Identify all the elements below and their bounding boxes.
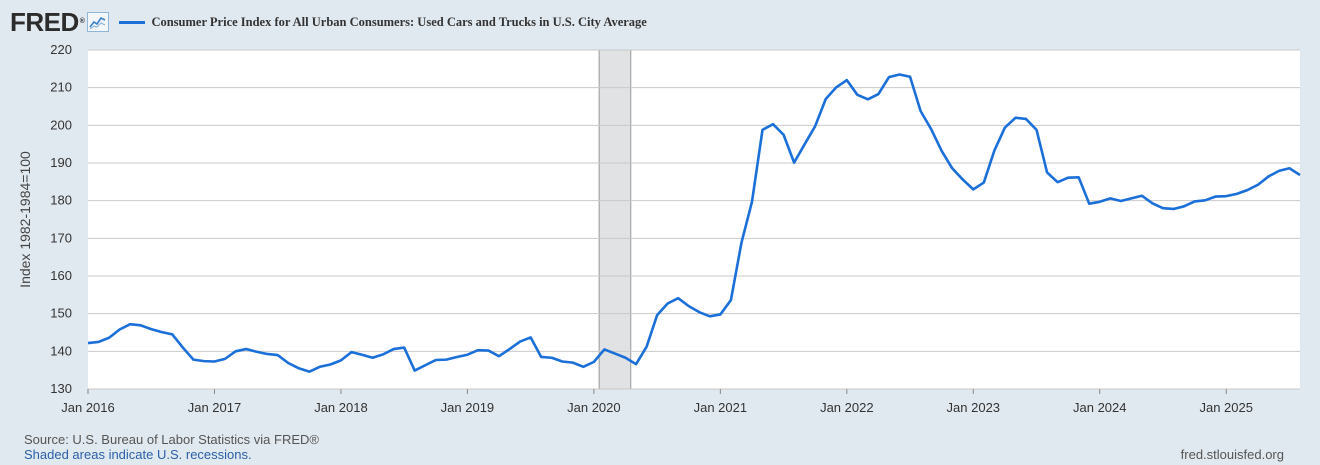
- x-tick-label: Jan 2017: [188, 400, 242, 415]
- line-graph-icon[interactable]: [87, 12, 110, 32]
- x-tick-label: Jan 2025: [1199, 400, 1253, 415]
- y-tick-label: 170: [50, 230, 72, 245]
- y-tick-label: 200: [50, 117, 72, 132]
- site-url[interactable]: fred.stlouisfed.org: [1180, 447, 1284, 462]
- y-axis-ticks: 130 140 150 160 170 180 190 200 210 220: [50, 42, 72, 396]
- x-tick-label: Jan 2016: [61, 400, 115, 415]
- x-tick-label: Jan 2020: [567, 400, 621, 415]
- x-tick-label: Jan 2018: [314, 400, 368, 415]
- fred-logo[interactable]: FRED®: [10, 7, 85, 37]
- y-tick-label: 190: [50, 155, 72, 170]
- x-tick-label: Jan 2023: [947, 400, 1001, 415]
- x-tick-label: Jan 2024: [1073, 400, 1127, 415]
- y-tick-label: 140: [50, 343, 72, 358]
- x-axis-ticks: Jan 2016 Jan 2017 Jan 2018 Jan 2019 Jan 2020…: [61, 389, 1253, 415]
- y-tick-label: 130: [50, 381, 72, 396]
- series-line[interactable]: [87, 73, 1301, 373]
- fred-registered-mark: ®: [79, 18, 85, 25]
- legend-line-swatch: [119, 20, 146, 24]
- y-tick-label: 210: [50, 80, 72, 95]
- x-tick-label: Jan 2021: [694, 400, 748, 415]
- grid-lines: [88, 49, 1300, 390]
- x-tick-label: Jan 2019: [441, 400, 495, 415]
- plot-area: [88, 50, 1300, 389]
- y-axis-label: Index 1982-1984=100: [17, 151, 33, 288]
- y-tick-label: 160: [50, 268, 72, 283]
- y-tick-label: 150: [50, 306, 72, 321]
- x-tick-label: Jan 2022: [820, 400, 874, 415]
- recession-shading-layer: [598, 49, 632, 390]
- legend-series-label[interactable]: Consumer Price Index for All Urban Consu…: [151, 14, 647, 29]
- recession-note[interactable]: Shaded areas indicate U.S. recessions.: [24, 447, 252, 462]
- source-note: Source: U.S. Bureau of Labor Statistics …: [24, 432, 319, 447]
- chart-header: FRED® Consumer Price Index for All Urban…: [10, 8, 647, 36]
- y-tick-label: 180: [50, 193, 72, 208]
- recession-band: [598, 49, 632, 390]
- y-tick-label: 220: [50, 42, 72, 57]
- chart-footer-source: Source: U.S. Bureau of Labor Statistics …: [24, 432, 319, 462]
